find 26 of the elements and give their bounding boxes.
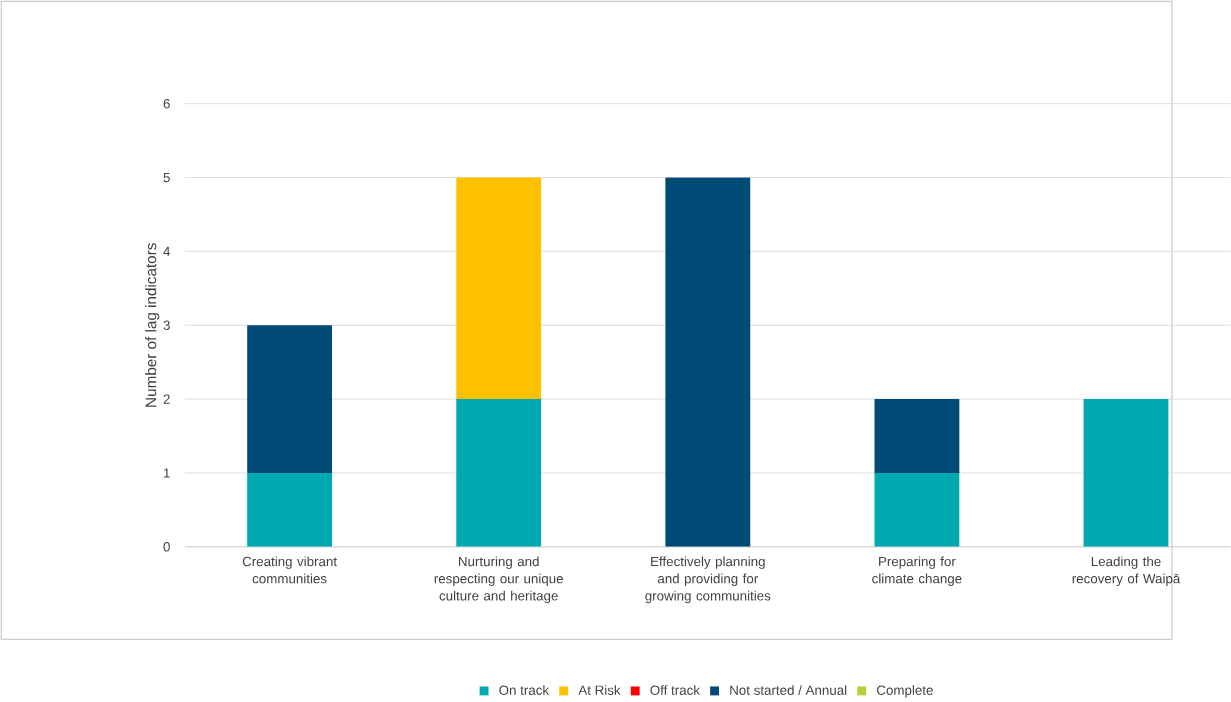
y-tick-label: 3: [163, 320, 170, 331]
bar: [247, 473, 333, 547]
y-tick-label: 4: [163, 246, 170, 257]
y-axis-title: Number of lag indicators: [145, 243, 160, 407]
legend-label: At Risk: [578, 685, 621, 696]
x-tick-label: Leading the recovery of Waipā: [1072, 556, 1181, 587]
bar: [456, 399, 542, 547]
bar: [456, 177, 542, 400]
bar: [874, 473, 960, 547]
legend-label: Complete: [877, 685, 933, 698]
y-tick-label: 6: [163, 99, 170, 109]
x-tick-label: Nurturing and respecting our unique culture and heritage: [434, 556, 563, 604]
y-tick-label: 2: [163, 394, 170, 404]
x-tick-label: Creating vibrant communities: [242, 556, 337, 584]
y-tick-label: 1: [164, 468, 170, 478]
x-tick-label: Preparing for climate change: [872, 556, 962, 587]
legend-label: Not started / Annual: [730, 685, 847, 696]
bar: [874, 399, 960, 474]
bar: [247, 325, 333, 474]
bar: [1083, 399, 1169, 547]
y-tick-label: 5: [163, 173, 170, 183]
legend-label: On track: [499, 685, 550, 696]
bar: [665, 177, 751, 547]
y-tick-label: 0: [163, 542, 170, 552]
x-tick-label: Effectively planning and providing for growing communities: [645, 556, 771, 604]
legend-label: Off track: [650, 685, 700, 696]
